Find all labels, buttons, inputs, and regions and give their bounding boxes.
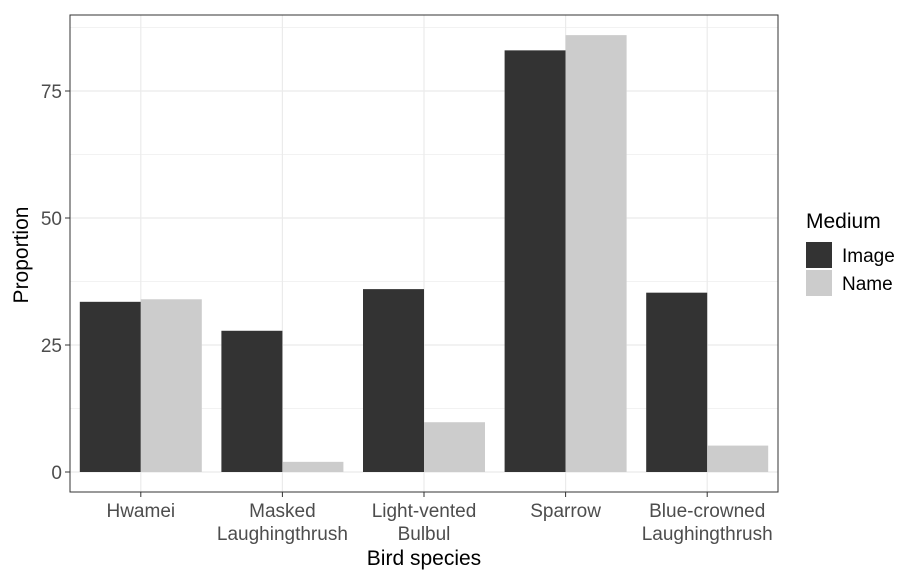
legend-label-name: Name <box>842 274 893 295</box>
bar-image-1 <box>221 330 283 472</box>
legend-title: Medium <box>806 210 881 233</box>
x-tick-label: Light-vented Bulbul <box>372 501 477 545</box>
bars <box>79 35 769 473</box>
x-tick-label-line: Blue-crowned <box>649 501 765 522</box>
x-tick-label-line: Hwamei <box>106 501 175 522</box>
y-tick-label: 75 <box>41 82 62 103</box>
y-tick-label: 0 <box>51 463 62 484</box>
bar-name-4 <box>707 445 769 472</box>
x-tick-label: Blue-crowned Laughingthrush <box>642 501 773 545</box>
bar-image-4 <box>646 292 708 472</box>
bar-image-3 <box>504 50 566 473</box>
y-axis-title: Proportion <box>10 207 33 304</box>
x-tick-label-line: Laughingthrush <box>642 524 773 545</box>
x-axis-title: Bird species <box>367 547 481 570</box>
x-tick-label-line: Masked <box>249 501 316 522</box>
x-tick-label-line: Sparrow <box>530 501 601 522</box>
bar-name-1 <box>282 461 344 472</box>
legend-key-name <box>806 270 832 296</box>
x-tick-label: Sparrow <box>530 501 601 522</box>
y-tick-label: 50 <box>41 209 62 230</box>
legend: Medium Image Name <box>806 210 895 296</box>
legend-key-image <box>806 242 832 268</box>
y-tick-label: 25 <box>41 336 62 357</box>
x-tick-label: Masked Laughingthrush <box>217 501 348 545</box>
bar-name-0 <box>140 299 202 472</box>
bar-image-0 <box>79 301 141 472</box>
bar-name-3 <box>565 35 627 473</box>
bar-image-2 <box>363 289 424 472</box>
x-tick-label-line: Light-vented <box>372 501 477 522</box>
x-tick-label-line: Bulbul <box>398 524 451 545</box>
y-axis: 0 25 50 75 <box>41 82 70 484</box>
x-tick-label-line: Laughingthrush <box>217 524 348 545</box>
x-tick-label: Hwamei <box>106 501 175 522</box>
legend-items: Image Name <box>806 242 895 296</box>
legend-label-image: Image <box>842 246 895 267</box>
bar-name-2 <box>424 422 485 472</box>
